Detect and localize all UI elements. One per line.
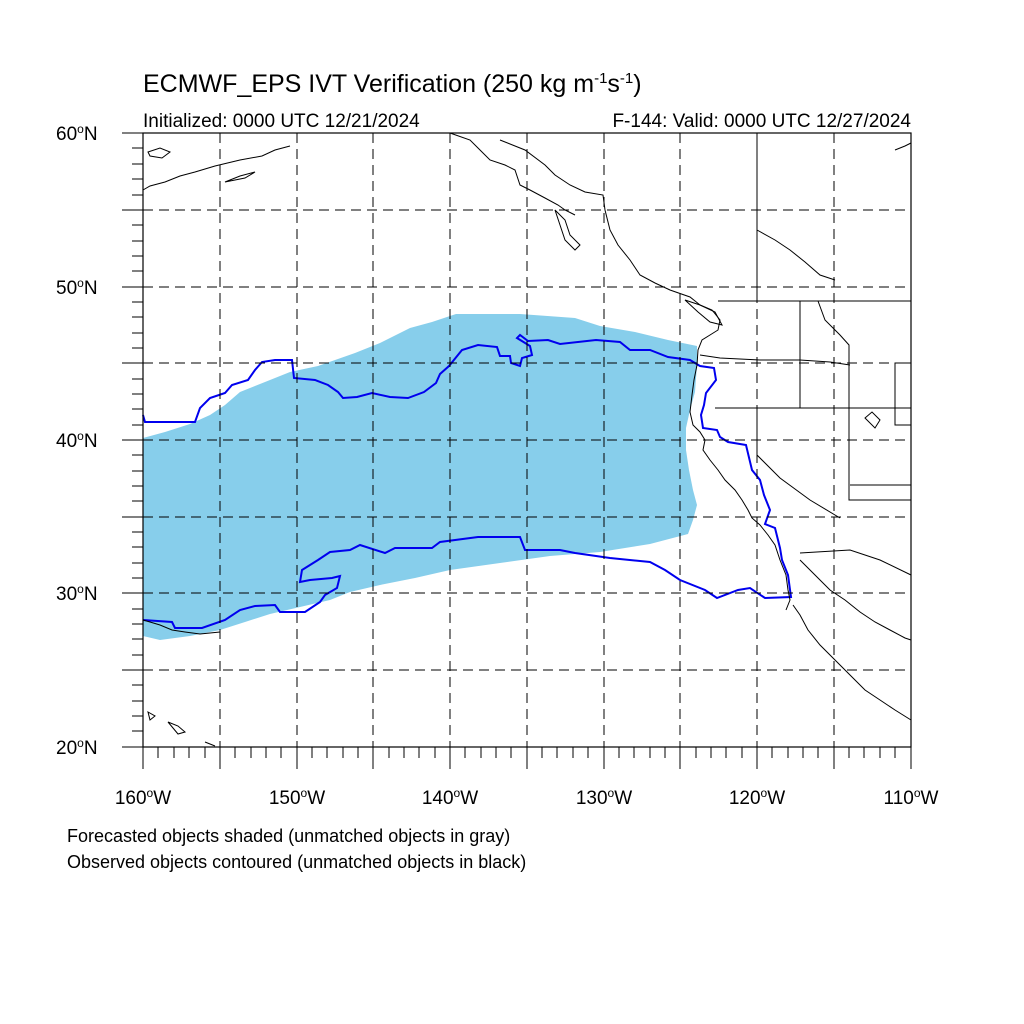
lon-label-150w: 150oW (268, 786, 326, 809)
state-borders (699, 133, 912, 576)
observed-object-contour (142, 333, 793, 629)
note-forecast-shading: Forecasted objects shaded (unmatched obj… (67, 826, 511, 846)
forecast-object-shaded (143, 314, 697, 640)
coastlines (142, 132, 912, 747)
lon-label-120w: 120oW (728, 786, 786, 809)
chart-title: ECMWF_EPS IVT Verification (250 kg m-1s-… (143, 70, 642, 98)
lon-label-160w: 160oW (114, 786, 172, 809)
lon-label-110w: 110oW (883, 786, 939, 809)
lat-label-60: 60oN (56, 122, 98, 145)
lat-lon-grid (143, 133, 911, 747)
lon-label-130w: 130oW (575, 786, 633, 809)
note-observed-contours: Observed objects contoured (unmatched ob… (67, 852, 527, 872)
lat-label-40: 40oN (56, 429, 98, 452)
lat-label-50: 50oN (56, 276, 98, 299)
valid-time-label: F-144: Valid: 0000 UTC 12/27/2024 (612, 111, 911, 132)
tick-marks (122, 132, 912, 769)
lat-label-20: 20oN (56, 736, 98, 759)
lon-label-140w: 140oW (421, 786, 479, 809)
init-time-label: Initialized: 0000 UTC 12/21/2024 (143, 111, 420, 132)
lat-label-30: 30oN (56, 582, 98, 605)
